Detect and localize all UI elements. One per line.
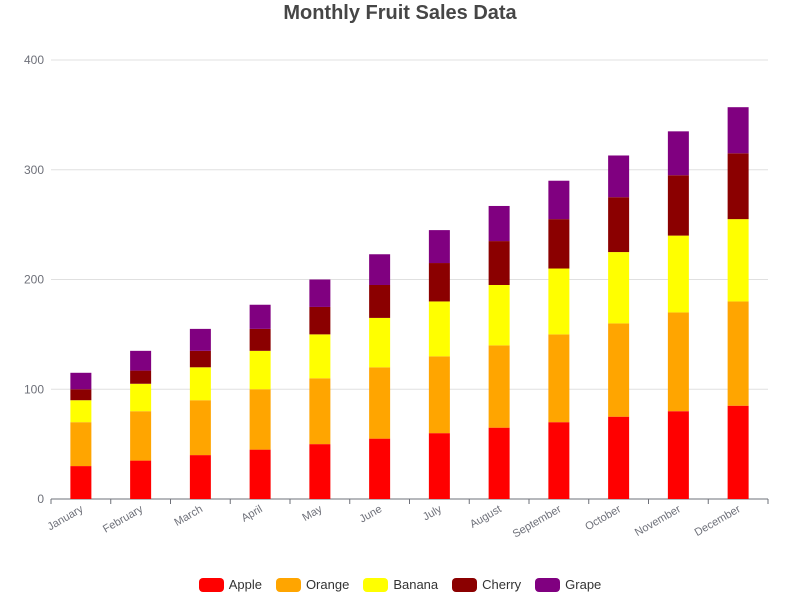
- x-tick-label: November: [633, 503, 683, 539]
- legend-label: Apple: [228, 577, 262, 592]
- y-tick-label: 200: [24, 273, 44, 287]
- bar-apple-june: [369, 438, 391, 499]
- bar-banana-september: [548, 268, 570, 335]
- bar-apple-september: [548, 422, 570, 499]
- bar-orange-march: [189, 400, 211, 456]
- legend-label: Cherry: [482, 577, 522, 592]
- y-tick-label: 400: [24, 53, 44, 67]
- bar-banana-november: [667, 235, 689, 313]
- bar-grape-february: [130, 350, 152, 371]
- bar-grape-may: [309, 279, 331, 307]
- legend-label: Banana: [393, 577, 439, 592]
- bar-cherry-september: [548, 219, 570, 269]
- bar-apple-january: [70, 466, 92, 499]
- x-tick-label: September: [511, 503, 564, 540]
- x-tick-label: October: [583, 503, 623, 533]
- bar-orange-october: [608, 323, 630, 417]
- x-tick-label: July: [421, 503, 444, 523]
- x-tick-label: January: [45, 503, 85, 533]
- bar-orange-february: [130, 411, 152, 461]
- bar-apple-august: [488, 427, 510, 499]
- bar-grape-december: [727, 107, 749, 154]
- bar-orange-july: [428, 356, 450, 434]
- bar-banana-april: [249, 350, 271, 390]
- bar-grape-september: [548, 180, 570, 220]
- bar-banana-january: [70, 400, 92, 423]
- bar-banana-february: [130, 383, 152, 412]
- legend-swatch: [275, 577, 301, 592]
- legend-item-banana[interactable]: Banana: [363, 577, 438, 592]
- bar-apple-december: [727, 405, 749, 499]
- bar-banana-august: [488, 284, 510, 346]
- x-tick-label: March: [172, 503, 204, 529]
- bar-banana-june: [369, 317, 391, 368]
- chart-title: Monthly Fruit Sales Data: [283, 2, 517, 24]
- bar-banana-july: [428, 301, 450, 357]
- x-tick-label: June: [357, 503, 384, 525]
- bar-cherry-january: [70, 389, 92, 401]
- bar-orange-december: [727, 301, 749, 406]
- bar-grape-april: [249, 304, 271, 329]
- bar-orange-january: [70, 422, 92, 467]
- bar-cherry-june: [369, 284, 391, 318]
- bar-grape-august: [488, 205, 510, 242]
- bar-grape-march: [189, 328, 211, 351]
- y-tick-label: 0: [37, 492, 44, 506]
- bar-cherry-december: [727, 153, 749, 220]
- bar-apple-may: [309, 444, 331, 499]
- bar-cherry-march: [189, 350, 211, 368]
- x-tick-label: December: [693, 503, 743, 539]
- bar-grape-november: [667, 131, 689, 176]
- legend-swatch: [535, 577, 561, 592]
- x-tick-label: April: [240, 503, 265, 524]
- bar-banana-may: [309, 334, 331, 379]
- bar-orange-september: [548, 334, 570, 423]
- bar-apple-march: [189, 455, 211, 499]
- legend-label: Grape: [565, 577, 602, 592]
- bar-banana-march: [189, 367, 211, 401]
- bar-orange-june: [369, 367, 391, 439]
- legend-item-grape[interactable]: Grape: [535, 577, 601, 592]
- bar-cherry-april: [249, 328, 271, 351]
- bar-grape-october: [608, 155, 630, 198]
- y-tick-label: 100: [24, 382, 44, 396]
- y-tick-label: 300: [24, 163, 44, 177]
- x-tick-label: February: [101, 503, 146, 536]
- bar-cherry-february: [130, 370, 152, 384]
- bar-cherry-august: [488, 241, 510, 285]
- bar-cherry-october: [608, 197, 630, 253]
- bar-orange-august: [488, 345, 510, 428]
- bar-cherry-may: [309, 306, 331, 335]
- legend-item-apple[interactable]: Apple: [198, 577, 262, 592]
- bar-cherry-july: [428, 263, 450, 302]
- legend: Apple Orange Banana Cherry Grape: [0, 577, 800, 592]
- bar-banana-october: [608, 252, 630, 324]
- legend-label: Orange: [305, 577, 350, 592]
- x-tick-label: May: [300, 503, 324, 524]
- bar-grape-july: [428, 230, 450, 264]
- bar-orange-may: [309, 378, 331, 445]
- bar-apple-april: [249, 449, 271, 499]
- legend-swatch: [363, 577, 389, 592]
- bar-orange-april: [249, 389, 271, 450]
- bar-apple-july: [428, 433, 450, 499]
- bar-apple-october: [608, 416, 630, 499]
- x-tick-label: August: [468, 503, 504, 531]
- bar-orange-november: [667, 312, 689, 412]
- bar-banana-december: [727, 219, 749, 302]
- legend-swatch: [452, 577, 478, 592]
- legend-item-cherry[interactable]: Cherry: [452, 577, 521, 592]
- legend-swatch: [198, 577, 224, 592]
- bar-cherry-november: [667, 175, 689, 236]
- bar-grape-june: [369, 254, 391, 285]
- bar-apple-february: [130, 460, 152, 499]
- bar-apple-november: [667, 411, 689, 499]
- legend-item-orange[interactable]: Orange: [275, 577, 350, 592]
- bar-grape-january: [70, 372, 92, 390]
